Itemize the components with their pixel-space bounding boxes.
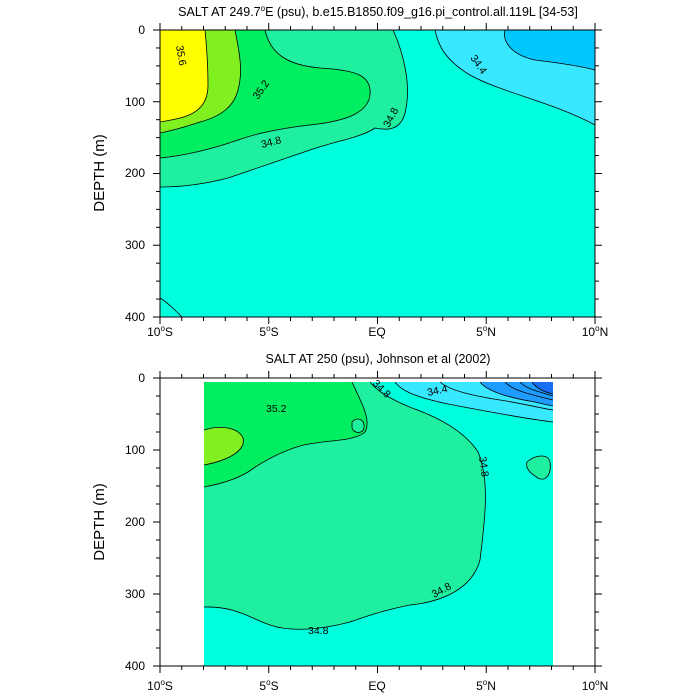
top-ytick-label: 200 (125, 166, 145, 180)
bottom-xtick-label: 10oS (147, 678, 173, 693)
top-ytick-label: 0 (138, 23, 145, 37)
top-panel: SALT AT 249.7oE (psu), b.e15.B1850.f09_g… (91, 4, 608, 339)
bottom-contour-line (439, 382, 553, 411)
top-contour-line (160, 30, 241, 134)
top-contour-line (160, 30, 371, 159)
top-contour-label: 35.6 (173, 44, 188, 66)
bottom-contour-label: 34.4 (426, 383, 449, 399)
bottom-contour-line (204, 427, 244, 466)
top-ticks (153, 23, 602, 324)
top-ytick-label: 400 (125, 310, 145, 324)
top-ytick-label: 100 (125, 95, 145, 109)
bottom-ytick-label: 100 (125, 443, 145, 457)
bottom-contour-line (526, 455, 551, 480)
bottom-contour-line (351, 418, 365, 433)
bottom-ytick-label: 300 (125, 587, 145, 601)
top-contour-line (434, 30, 595, 126)
bottom-ytick-label: 200 (125, 515, 145, 529)
bottom-contour-label: 34.8 (308, 625, 329, 637)
bottom-title: SALT AT 250 (psu), Johnson et al (2002) (266, 352, 491, 366)
top-contour-line (160, 30, 209, 123)
top-xtick-label: 10oS (147, 324, 173, 339)
top-region-highest (160, 30, 208, 122)
top-xtick-label: 5oN (476, 324, 496, 339)
bottom-contour-line (479, 382, 553, 407)
bottom-region-blue (480, 382, 553, 406)
top-contour-line (160, 30, 408, 188)
top-xtick-label: 5oS (259, 324, 278, 339)
top-contour-line (504, 30, 595, 71)
bottom-contour-line (394, 382, 553, 423)
bottom-contour-line (504, 382, 553, 401)
bottom-xtick-label: 10oN (582, 678, 608, 693)
bottom-contour-line (519, 382, 553, 397)
bottom-contour-line (204, 382, 486, 630)
top-contour-line (160, 297, 183, 317)
bottom-ylabel: DEPTH (m) (91, 483, 108, 561)
bottom-contour-line (531, 382, 553, 395)
bottom-contour-label: 35.2 (266, 403, 287, 415)
top-ylabel: DEPTH (m) (91, 134, 108, 212)
top-region-low (504, 30, 595, 70)
bottom-panel: SALT AT 250 (psu), Johnson et al (2002) (91, 352, 608, 693)
bottom-region-higher (204, 427, 244, 465)
bottom-region-mid-spot (352, 419, 365, 433)
bottom-region-high (204, 382, 368, 487)
bottom-field (204, 382, 553, 666)
bottom-contour-label: 34.8 (476, 456, 491, 478)
bottom-region-mid-spot (526, 455, 551, 480)
bottom-xtick-label: 5oN (476, 678, 496, 693)
bottom-ytick-label: 400 (125, 659, 145, 673)
bottom-xtick-label: EQ (368, 679, 385, 693)
bottom-ticks (153, 371, 602, 673)
bottom-xtick-label: 5oS (259, 678, 278, 693)
bottom-contour-line (204, 382, 368, 488)
top-ytick-label: 300 (125, 238, 145, 252)
bottom-region-deep-blue (532, 382, 553, 394)
top-field (160, 30, 595, 317)
top-contour-label: 34.8 (260, 134, 283, 151)
top-xtick-label: EQ (368, 325, 385, 339)
bottom-ytick-label: 0 (138, 371, 145, 385)
top-title: SALT AT 249.7oE (psu), b.e15.B1850.f09_g… (178, 4, 578, 19)
top-xtick-label: 10oN (582, 324, 608, 339)
